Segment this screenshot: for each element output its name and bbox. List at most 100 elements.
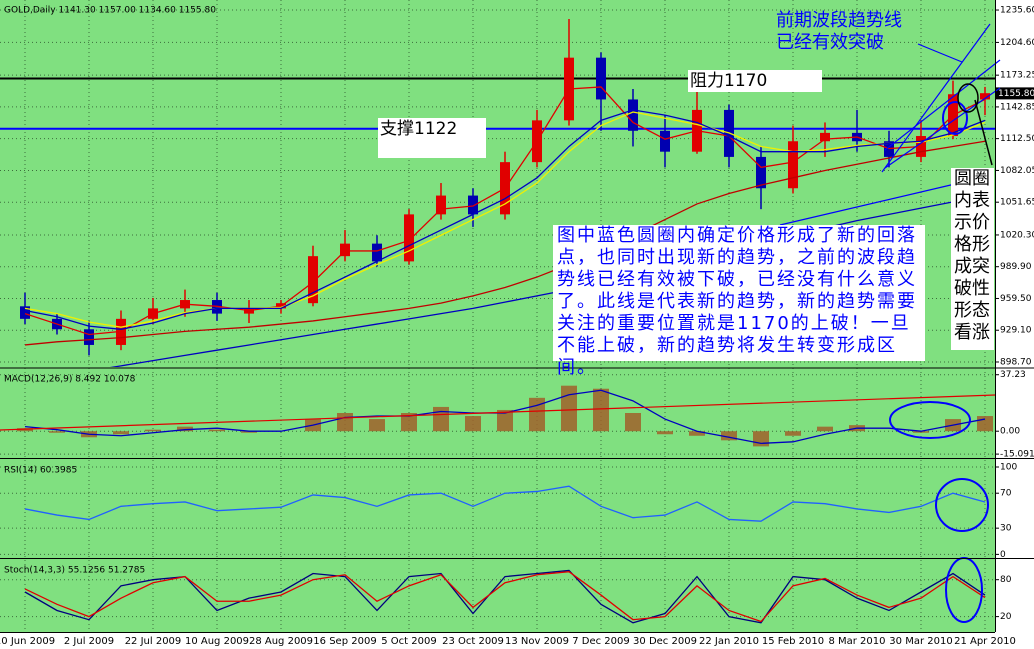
histogram-bar (369, 419, 385, 432)
series-line (24, 109, 986, 330)
histogram-bar (689, 431, 705, 436)
x-tick-label: 16 Sep 2009 (313, 636, 376, 647)
x-tick-label: 23 Oct 2009 (442, 636, 504, 647)
x-tick-label: 22 Jul 2009 (125, 636, 182, 647)
y-tick-label: 30 (1000, 524, 1012, 534)
y-tick-label: 20 (1000, 612, 1012, 622)
arrow-line (917, 43, 963, 63)
candle-body (596, 57, 606, 100)
histogram-bar (49, 431, 65, 433)
y-tick-label: 1051.65 (1000, 198, 1034, 208)
histogram-bar (561, 385, 577, 432)
x-tick-label: 8 Mar 2010 (828, 636, 885, 647)
x-tick-label: 22 Jan 2010 (699, 636, 759, 647)
panel (0, 466, 995, 555)
y-tick-label: 1235.60 (1000, 6, 1034, 16)
y-tick-label: 1142.85 (1000, 102, 1034, 112)
histogram-bar (753, 431, 769, 447)
histogram-bar (177, 426, 193, 432)
histogram-bar (209, 429, 225, 432)
highlight-circle (889, 401, 971, 439)
highlight-circle (957, 83, 979, 113)
highlight-circle (942, 101, 968, 135)
candle-body (820, 132, 830, 142)
candle-body (308, 256, 318, 304)
x-tick-label: 15 Feb 2010 (762, 636, 824, 647)
panel-title: MACD(12,26,9) 8.492 10.078 (4, 375, 136, 385)
macd-trend-line (0, 394, 996, 431)
histogram-bar (497, 409, 513, 432)
series-line (24, 111, 986, 328)
trend-line (884, 59, 1001, 151)
y-tick-label: 70 (1000, 489, 1012, 499)
histogram-bar (593, 388, 609, 432)
x-tick-label: 10 Jun 2009 (0, 636, 55, 647)
y-tick-label: 929.10 (1000, 326, 1032, 336)
x-tick-label: 30 Dec 2009 (633, 636, 697, 647)
candle-body (468, 195, 478, 215)
y-tick-label: 1082.05 (1000, 166, 1034, 176)
y-tick-label: 0.00 (1000, 427, 1020, 437)
histogram-bar (465, 416, 481, 432)
candle-body (436, 195, 446, 215)
x-tick-label: 7 Dec 2009 (572, 636, 630, 647)
histogram-bar (145, 429, 161, 432)
candle-body (404, 214, 414, 262)
candle-body (20, 306, 30, 319)
y-tick-label: 100 (1000, 462, 1017, 472)
y-tick-label: 959.50 (1000, 294, 1032, 304)
y-tick-label: 0 (1000, 550, 1006, 560)
trend-note-line: 前期波段趋势线 (776, 10, 902, 31)
panel-title: GOLD,Daily 1141.30 1157.00 1134.60 1155.… (4, 6, 216, 16)
y-tick-label: 37.23 (1000, 370, 1026, 380)
panel (0, 569, 995, 624)
histogram-bar (113, 431, 129, 435)
panel-title: RSI(14) 60.3985 (4, 466, 77, 476)
series-line (24, 86, 986, 336)
histogram-bar (913, 431, 929, 433)
candle-body (980, 93, 990, 100)
panel-title: Stoch(14,3,3) 55.1256 51.2785 (4, 566, 145, 576)
resistance-label: 阻力1170 (688, 70, 822, 92)
series-line (24, 140, 986, 346)
y-tick-label: 1112.50 (1000, 134, 1034, 144)
x-tick-label: 21 Apr 2010 (954, 636, 1016, 647)
histogram-bar (625, 413, 641, 432)
current-price-label: 1155.80 (998, 89, 1034, 99)
trend-line (779, 183, 956, 226)
candle-body (340, 243, 350, 257)
y-tick-label: 1173.25 (1000, 71, 1034, 81)
circle-note: 圆圈内表示价格形成突破性形态看涨 (951, 168, 994, 350)
histogram-bar (337, 413, 353, 432)
histogram-bar (529, 397, 545, 432)
histogram-bar (241, 431, 257, 433)
time-axis-background (0, 632, 1034, 649)
analysis-note: 图中蓝色圆圈内确定价格形成了新的回落点，也同时出现新的趋势，之前的波段趋势线已经… (553, 225, 925, 378)
support-label: 支撑1122 (378, 118, 486, 158)
trend-note: 前期波段趋势线 已经有效突破 (776, 10, 936, 54)
x-tick-label: 28 Aug 2009 (249, 636, 313, 647)
histogram-bar (721, 431, 737, 441)
histogram-bar (657, 431, 673, 435)
trend-note-line: 已经有效突破 (776, 32, 884, 53)
candle-body (628, 99, 638, 131)
histogram-bar (433, 406, 449, 432)
histogram-bar (401, 413, 417, 432)
y-tick-label: 1020.30 (1000, 230, 1034, 240)
x-tick-label: 5 Oct 2009 (381, 636, 436, 647)
arrow-line (974, 99, 993, 166)
panel (0, 374, 995, 455)
highlight-circle (935, 478, 989, 532)
y-tick-label: 80 (1000, 575, 1012, 585)
x-tick-label: 30 Mar 2010 (889, 636, 952, 647)
series-line (24, 389, 986, 444)
histogram-bar (785, 431, 801, 436)
trend-line (884, 87, 1001, 169)
candle-body (372, 243, 382, 262)
trend-line (881, 23, 991, 173)
series-line (24, 485, 986, 522)
x-tick-label: 10 Aug 2009 (185, 636, 249, 647)
series-line (24, 571, 986, 623)
candle-body (788, 141, 798, 189)
